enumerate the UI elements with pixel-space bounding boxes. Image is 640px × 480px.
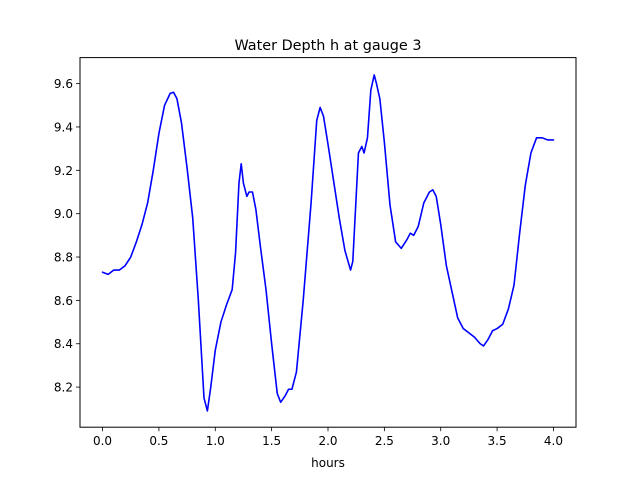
x-tick-label: 2.5 [375, 434, 394, 448]
y-tick-label: 9.0 [54, 207, 73, 221]
y-tick-label: 9.4 [54, 120, 73, 134]
x-tick-label: 1.0 [206, 434, 225, 448]
x-axis-title: hours [311, 456, 345, 470]
x-tick-label: 4.0 [544, 434, 563, 448]
x-axis: 0.0 0.5 1.0 1.5 2.0 2.5 3.0 3.5 4.0 [93, 427, 563, 448]
plot-area [101, 74, 555, 412]
y-tick-label: 9.6 [54, 77, 73, 91]
chart-title: Water Depth h at gauge 3 [234, 38, 421, 54]
x-tick-label: 1.5 [262, 434, 281, 448]
x-tick-label: 3.0 [431, 434, 450, 448]
y-axis: 8.2 8.4 8.6 8.8 9.0 9.2 9.4 9.6 [54, 77, 80, 395]
y-tick-label: 8.8 [54, 251, 73, 265]
plot-frame [79, 57, 577, 428]
x-tick-label: 0.0 [93, 434, 112, 448]
y-tick-label: 8.6 [54, 294, 73, 308]
x-tick-label: 2.0 [318, 434, 337, 448]
x-tick-label: 3.5 [488, 434, 507, 448]
y-tick-label: 8.2 [54, 381, 73, 395]
x-tick-label: 0.5 [149, 434, 168, 448]
y-tick-label: 9.2 [54, 164, 73, 178]
y-tick-label: 8.4 [54, 337, 73, 351]
series-line-0 [101, 74, 555, 412]
